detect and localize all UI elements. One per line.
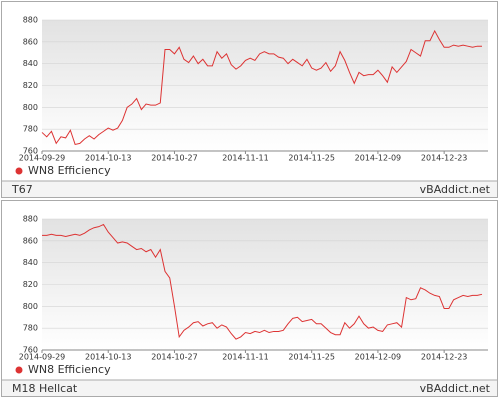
legend-marker (15, 366, 23, 374)
footer (2, 181, 497, 197)
x-tick-label: 2014-11-11 (222, 353, 269, 362)
data-line (42, 223, 483, 340)
chart-title: M18 Hellcat (12, 382, 78, 395)
data-line (41, 29, 482, 146)
x-tick-label: 2014-09-29 (19, 353, 66, 362)
x-tick-label: 2014-09-29 (19, 154, 66, 163)
y-tick-label: 780 (23, 125, 38, 134)
y-tick-label: 880 (23, 215, 38, 224)
y-tick-label: 840 (23, 258, 38, 267)
x-tick-label: 2014-10-27 (151, 154, 198, 163)
y-tick-label: 840 (23, 59, 38, 68)
y-tick-label: 780 (23, 324, 38, 333)
x-tick-label: 2014-10-13 (85, 353, 132, 362)
legend-label: WN8 Efficiency (28, 164, 111, 177)
footer (2, 380, 497, 396)
x-tick-label: 2014-10-13 (85, 154, 132, 163)
x-tick-label: 2014-11-25 (288, 154, 335, 163)
y-tick-label: 820 (23, 280, 38, 289)
x-tick-label: 2014-11-11 (222, 154, 269, 163)
y-tick-label: 800 (23, 103, 38, 112)
source: vBAddict.net (420, 382, 491, 395)
y-tick-label: 760 (23, 147, 38, 156)
y-tick-label: 760 (23, 346, 38, 355)
y-tick-label: 880 (23, 16, 38, 25)
legend-label: WN8 Efficiency (28, 363, 111, 376)
y-tick-label: 860 (23, 236, 38, 245)
chart-title: T67 (11, 183, 33, 196)
y-tick-label: 860 (23, 37, 38, 46)
source: vBAddict.net (420, 183, 491, 196)
legend-marker (15, 167, 23, 175)
x-tick-label: 2014-12-23 (421, 154, 468, 163)
x-tick-label: 2014-12-09 (355, 353, 402, 362)
x-tick-label: 2014-11-25 (288, 353, 335, 362)
y-tick-label: 820 (23, 81, 38, 90)
x-tick-label: 2014-12-23 (421, 353, 468, 362)
y-tick-label: 800 (23, 302, 38, 311)
x-tick-label: 2014-12-09 (355, 154, 402, 163)
x-tick-label: 2014-10-27 (151, 353, 198, 362)
